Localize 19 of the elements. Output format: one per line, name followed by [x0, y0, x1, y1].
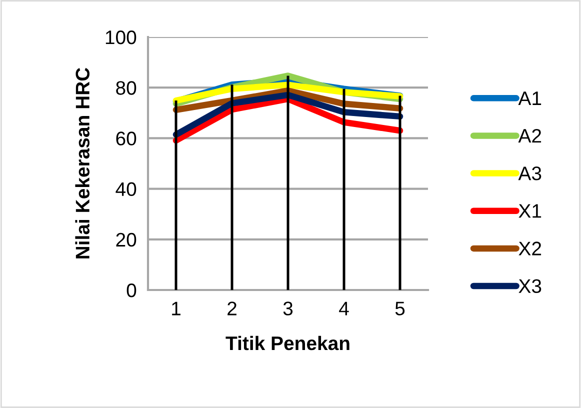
legend-label: A3 [518, 166, 542, 180]
y-tick-label: 0 [126, 283, 136, 298]
y-tick-label: 80 [116, 81, 136, 95]
legend-label: X1 [518, 204, 542, 218]
y-tick-label: 20 [116, 232, 136, 247]
legend-label: X3 [518, 279, 542, 294]
y-tick-label: 40 [116, 182, 136, 196]
x-tick-label: 3 [283, 302, 293, 316]
legend-label: A2 [518, 128, 542, 143]
legend-label: A1 [518, 92, 542, 105]
x-axis-title: Titik Penekan [226, 336, 350, 350]
legend-label: X2 [518, 242, 542, 256]
x-tick-label: 5 [395, 302, 405, 316]
x-tick-label: 2 [228, 302, 236, 316]
x-tick-label: 4 [339, 302, 349, 316]
y-axis-title: Nilai Kekerasan HRC [75, 68, 90, 258]
x-tick-label: 1 [172, 302, 180, 316]
y-tick-label: 60 [116, 132, 136, 146]
y-tick-label: 100 [106, 30, 136, 44]
